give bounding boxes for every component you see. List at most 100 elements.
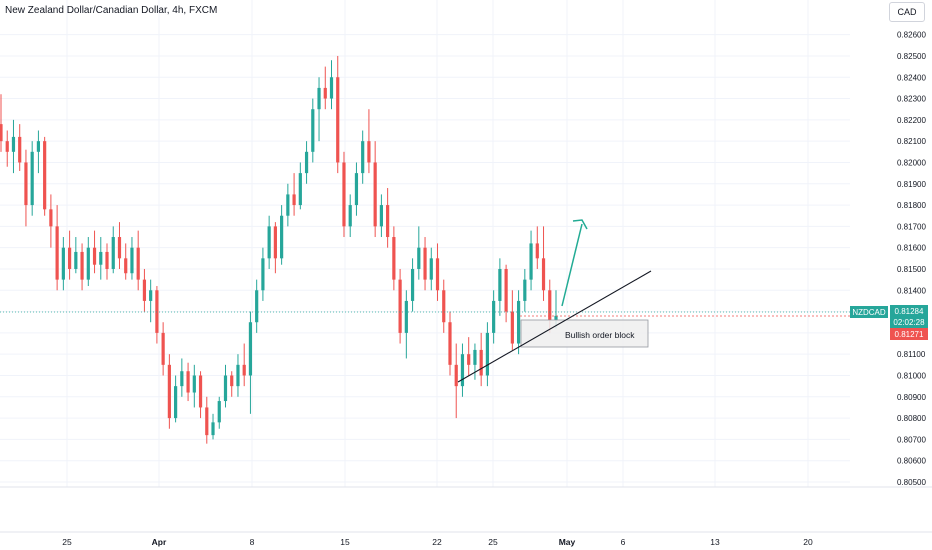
candle-body [454,364,458,387]
price-tick-label: 0.81900 [897,180,926,189]
candle-body [354,173,359,206]
candle-body [136,247,140,280]
candle-body [124,258,128,274]
candle-body [548,290,552,321]
candle-body [448,322,452,365]
bid-label: 0.81271 [895,330,924,339]
candle-body [273,226,277,259]
candle-body [86,247,90,280]
time-tick-label: 25 [488,537,498,547]
time-tick-label: Apr [152,537,167,547]
time-tick-label: 25 [62,537,72,547]
candle-body [267,226,271,259]
symbol-label: NZDCAD [852,308,886,317]
price-tick-label: 0.81700 [897,222,926,231]
candle-body [105,251,109,269]
candle-body [61,247,65,280]
price-tick-label: 0.82100 [897,137,926,146]
time-tick-label: 8 [250,537,255,547]
price-tick-label: 0.80700 [897,435,926,444]
price-tick-label: 0.82500 [897,52,926,61]
candle-body [467,354,471,365]
price-tick-label: 0.81800 [897,201,926,210]
candle-body [329,77,334,99]
candle-body [5,141,9,152]
candle-body [410,268,415,301]
candle-body [541,258,546,291]
candle-body [180,371,184,387]
candle-body [435,258,440,291]
price-tick-label: 0.82300 [897,95,926,104]
currency-button[interactable]: CAD [889,2,925,22]
candle-body [529,243,533,280]
candle-body [479,349,483,376]
price-tick-label: 0.80500 [897,478,926,487]
symbol-badge-bg [850,306,888,318]
candle-body [317,87,321,110]
price-axis[interactable]: 0.82600 0.82500 0.82400 0.82300 0.82200 0.821… [897,31,926,487]
candle-body [292,194,296,206]
candle-body [361,141,365,174]
candle-body [248,322,253,376]
price-label: 0.81284 [895,307,924,316]
order-block-label: Bullish order block [565,330,635,340]
candle-body [67,247,72,269]
candle-body [211,422,215,436]
price-badge-bg [890,305,928,328]
candle-body [523,279,527,301]
candle-body [348,205,352,227]
candle-body [442,290,446,323]
candle-body [336,77,340,163]
candle-body [535,243,539,259]
candle-body [342,162,346,227]
candles [0,55,558,444]
candle-body [261,258,265,291]
candle-body [155,290,159,333]
candle-body [398,279,402,333]
candle-body [323,87,327,99]
candle-body [311,109,315,152]
arrow-head-icon [572,219,588,230]
candle-body [30,151,34,206]
candle-body [192,375,196,393]
price-tick-label: 0.82000 [897,158,926,167]
candle-body [161,332,165,365]
candle-body [392,237,396,280]
price-tick-label: 0.82600 [897,31,926,40]
price-tick-label: 0.80600 [897,457,926,466]
candle-body [473,349,477,365]
candle-body [423,247,427,280]
candle-body [80,251,84,280]
candle-body [367,141,371,163]
price-tick-label: 0.80900 [897,393,926,402]
price-tick-label: 0.81100 [897,350,926,359]
price-tick-label: 0.81000 [897,371,926,380]
candle-body [142,279,147,301]
time-tick-label: 13 [710,537,720,547]
candle-body [386,205,390,238]
candle-body [255,290,259,323]
arrow-shaft[interactable] [561,223,583,307]
candle-body [111,237,115,269]
trendline[interactable] [457,270,652,383]
candle-body [99,251,103,265]
candle-body [217,401,221,423]
bid-badge-bg [890,328,928,340]
candle-body [117,237,122,259]
chart-title: New Zealand Dollar/Canadian Dollar, 4h, … [5,5,218,16]
candle-body [230,375,234,387]
candle-body [174,386,178,419]
candle-body [304,151,309,174]
time-axis[interactable]: 25 Apr 8 15 22 25 May 6 13 20 [62,537,813,547]
candle-body [417,247,421,269]
candle-body [485,332,490,376]
candle-body [280,215,284,259]
candle-body [516,300,521,344]
candle-body [429,258,433,280]
price-tick-label: 0.81600 [897,244,926,253]
candle-body [49,209,53,227]
candle-body [43,141,47,210]
candle-body [298,173,302,206]
candle-body [92,247,97,265]
